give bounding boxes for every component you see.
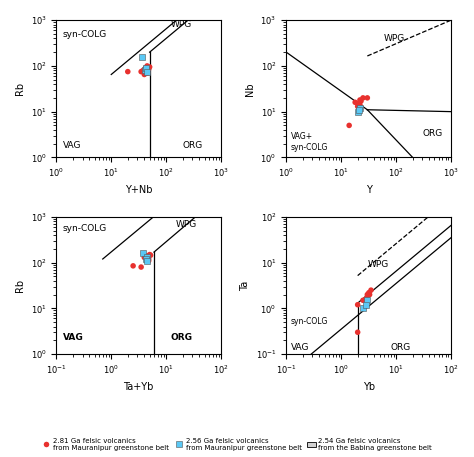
Text: WPG: WPG — [384, 34, 405, 43]
Legend: 2.81 Ga felsic volcanics
from Mauranipur greenstone belt, 2.56 Ga felsic volcani: 2.81 Ga felsic volcanics from Mauranipur… — [39, 435, 435, 453]
Point — [143, 68, 150, 75]
Point — [354, 329, 362, 336]
Point — [139, 53, 146, 60]
Point — [359, 94, 367, 101]
X-axis label: Y+Nb: Y+Nb — [125, 185, 153, 195]
Text: ORG: ORG — [182, 141, 203, 150]
Point — [137, 68, 145, 75]
Point — [147, 252, 155, 259]
Point — [364, 94, 371, 101]
Y-axis label: Nb: Nb — [245, 82, 255, 96]
Text: WPG: WPG — [367, 260, 389, 269]
Text: VAG+
syn-COLG: VAG+ syn-COLG — [291, 133, 328, 152]
Text: WPG: WPG — [176, 220, 197, 229]
Point — [143, 62, 151, 69]
Point — [139, 249, 147, 256]
Text: VAG: VAG — [63, 333, 83, 342]
Point — [143, 254, 151, 261]
Point — [146, 63, 154, 70]
X-axis label: Y: Y — [365, 185, 372, 195]
Point — [365, 289, 373, 296]
Point — [143, 257, 150, 265]
Point — [364, 291, 371, 298]
Point — [129, 262, 137, 270]
Point — [346, 122, 353, 129]
Point — [140, 71, 148, 78]
Point — [354, 103, 362, 110]
Point — [354, 100, 362, 107]
Y-axis label: Rb: Rb — [15, 279, 25, 292]
Text: ORG: ORG — [171, 333, 192, 342]
Text: syn-COLG: syn-COLG — [63, 223, 107, 233]
Y-axis label: Ta: Ta — [240, 280, 250, 291]
Point — [145, 65, 153, 73]
Point — [142, 67, 149, 74]
Point — [142, 64, 149, 72]
Text: ORG: ORG — [422, 128, 443, 138]
X-axis label: Yb: Yb — [363, 382, 374, 392]
Point — [145, 255, 153, 263]
Point — [124, 68, 132, 75]
Text: VAG: VAG — [291, 343, 309, 352]
Point — [355, 106, 363, 113]
Point — [143, 252, 151, 260]
Point — [140, 254, 148, 261]
Text: VAG: VAG — [63, 141, 81, 150]
Point — [354, 301, 362, 308]
Point — [356, 96, 364, 104]
Point — [354, 108, 362, 115]
Point — [142, 64, 150, 72]
Point — [359, 305, 367, 312]
Point — [362, 301, 369, 308]
Point — [356, 101, 364, 109]
Point — [144, 254, 152, 261]
Y-axis label: Rb: Rb — [15, 82, 25, 96]
Text: WPG: WPG — [171, 20, 192, 29]
Point — [145, 257, 153, 265]
Point — [364, 293, 371, 300]
Point — [146, 251, 154, 258]
Point — [137, 263, 145, 271]
X-axis label: Ta+Yb: Ta+Yb — [124, 382, 154, 392]
Text: ORG: ORG — [391, 343, 411, 352]
Point — [366, 291, 374, 298]
Point — [357, 97, 365, 105]
Point — [356, 104, 364, 112]
Point — [364, 297, 371, 304]
Point — [367, 287, 375, 294]
Point — [351, 99, 359, 106]
Text: syn-COLG: syn-COLG — [291, 317, 328, 326]
Point — [139, 67, 147, 74]
Point — [144, 69, 152, 77]
Point — [362, 295, 369, 303]
Point — [142, 255, 150, 263]
Text: syn-COLG: syn-COLG — [63, 30, 107, 39]
Point — [359, 297, 367, 304]
